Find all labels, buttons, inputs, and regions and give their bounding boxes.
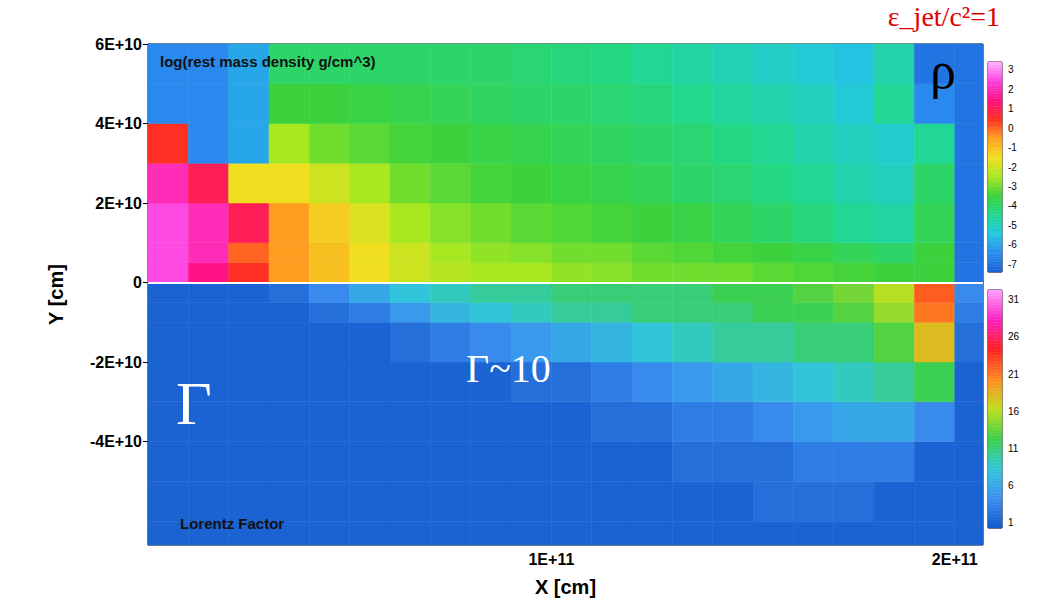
svg-text:Γ: Γ [176, 369, 212, 437]
svg-text:2E+10: 2E+10 [95, 195, 142, 212]
svg-text:Γ~10: Γ~10 [466, 346, 551, 391]
svg-text:-2E+10: -2E+10 [90, 354, 142, 371]
svg-text:16: 16 [1008, 406, 1020, 417]
svg-text:ε_jet/c²=1: ε_jet/c²=1 [888, 1, 1000, 32]
svg-text:2: 2 [1008, 84, 1014, 95]
svg-text:6E+10: 6E+10 [95, 36, 142, 53]
svg-text:-7: -7 [1008, 259, 1017, 270]
svg-text:1: 1 [1008, 103, 1014, 114]
svg-text:1E+11: 1E+11 [528, 551, 574, 568]
svg-text:0: 0 [1008, 123, 1014, 134]
svg-text:-4E+10: -4E+10 [90, 433, 142, 450]
svg-text:log(rest mass density g/cm^3): log(rest mass density g/cm^3) [160, 53, 376, 70]
svg-text:-1: -1 [1008, 142, 1017, 153]
svg-text:-4: -4 [1008, 200, 1017, 211]
svg-text:4E+10: 4E+10 [95, 115, 142, 132]
svg-text:3: 3 [1008, 64, 1014, 75]
svg-text:-6: -6 [1008, 239, 1017, 250]
svg-text:6: 6 [1008, 480, 1014, 491]
svg-text:Y [cm]: Y [cm] [45, 264, 67, 325]
svg-text:2E+11: 2E+11 [932, 551, 978, 568]
svg-text:Lorentz Factor: Lorentz Factor [180, 515, 284, 532]
svg-text:X [cm]: X [cm] [535, 576, 596, 598]
svg-text:11: 11 [1008, 443, 1019, 454]
svg-text:31: 31 [1008, 294, 1020, 305]
svg-text:1: 1 [1008, 517, 1014, 528]
svg-text:-2: -2 [1008, 162, 1017, 173]
svg-text:21: 21 [1008, 369, 1020, 380]
svg-text:ρ: ρ [930, 42, 956, 99]
svg-text:0: 0 [133, 274, 142, 291]
svg-text:26: 26 [1008, 331, 1020, 342]
svg-text:-3: -3 [1008, 181, 1017, 192]
svg-text:-5: -5 [1008, 220, 1017, 231]
